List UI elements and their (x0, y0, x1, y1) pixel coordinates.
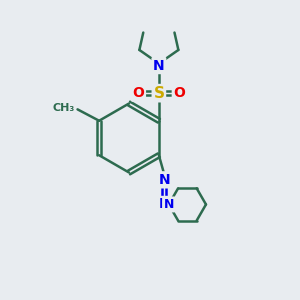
Text: S: S (153, 85, 164, 100)
Text: N: N (164, 198, 174, 211)
Text: CH₃: CH₃ (53, 103, 75, 113)
Text: O: O (133, 86, 144, 100)
Text: O: O (173, 86, 185, 100)
Text: N: N (158, 197, 170, 212)
Text: N: N (158, 173, 170, 187)
Text: N: N (153, 58, 165, 73)
